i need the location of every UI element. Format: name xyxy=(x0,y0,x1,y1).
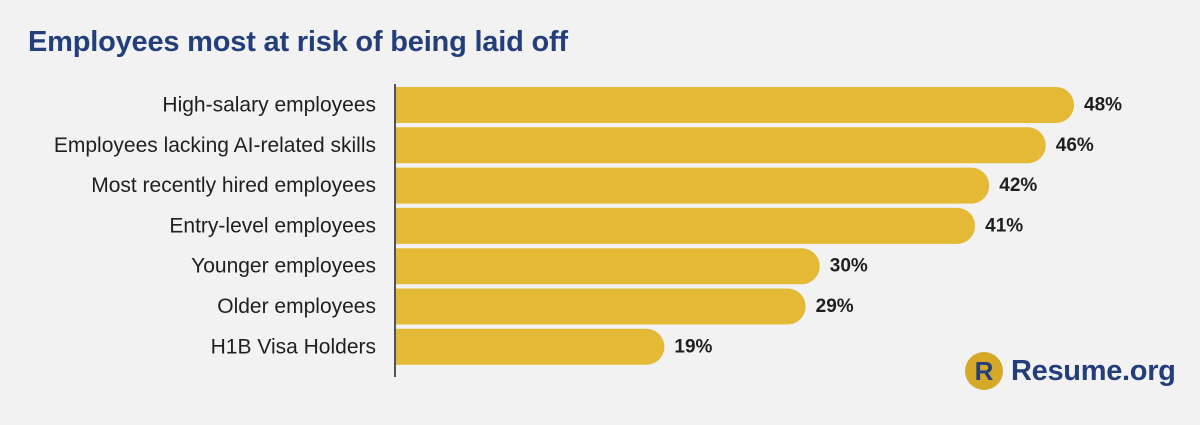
value-label: 19% xyxy=(674,336,712,357)
bar xyxy=(396,328,665,365)
bar xyxy=(396,167,990,204)
bar xyxy=(396,87,1074,123)
brand-name: Resume.org xyxy=(1011,354,1176,387)
category-label: Employees lacking AI-related skills xyxy=(54,134,376,157)
category-label: Entry-level employees xyxy=(169,214,376,237)
chart-title: Employees most at risk of being laid off xyxy=(28,26,568,58)
category-label: H1B Visa Holders xyxy=(211,335,376,358)
brand-logo: R Resume.org xyxy=(965,352,1176,390)
value-label: 30% xyxy=(830,256,868,277)
value-label: 46% xyxy=(1056,135,1094,156)
category-label: Older employees xyxy=(217,295,376,318)
bar xyxy=(396,248,820,285)
value-label: 29% xyxy=(816,296,854,317)
category-label: Younger employees xyxy=(191,255,376,278)
value-label: 41% xyxy=(985,215,1023,236)
value-label: 48% xyxy=(1084,95,1122,116)
bar xyxy=(396,127,1046,164)
category-label: High-salary employees xyxy=(162,94,376,117)
bar xyxy=(396,207,976,244)
category-label: Most recently hired employees xyxy=(91,174,376,197)
bars-layer: High-salary employees 48% Employees lackin… xyxy=(54,87,1122,365)
resume-org-logo-icon: R xyxy=(965,352,1003,390)
bar xyxy=(396,288,806,325)
value-label: 42% xyxy=(999,175,1037,196)
